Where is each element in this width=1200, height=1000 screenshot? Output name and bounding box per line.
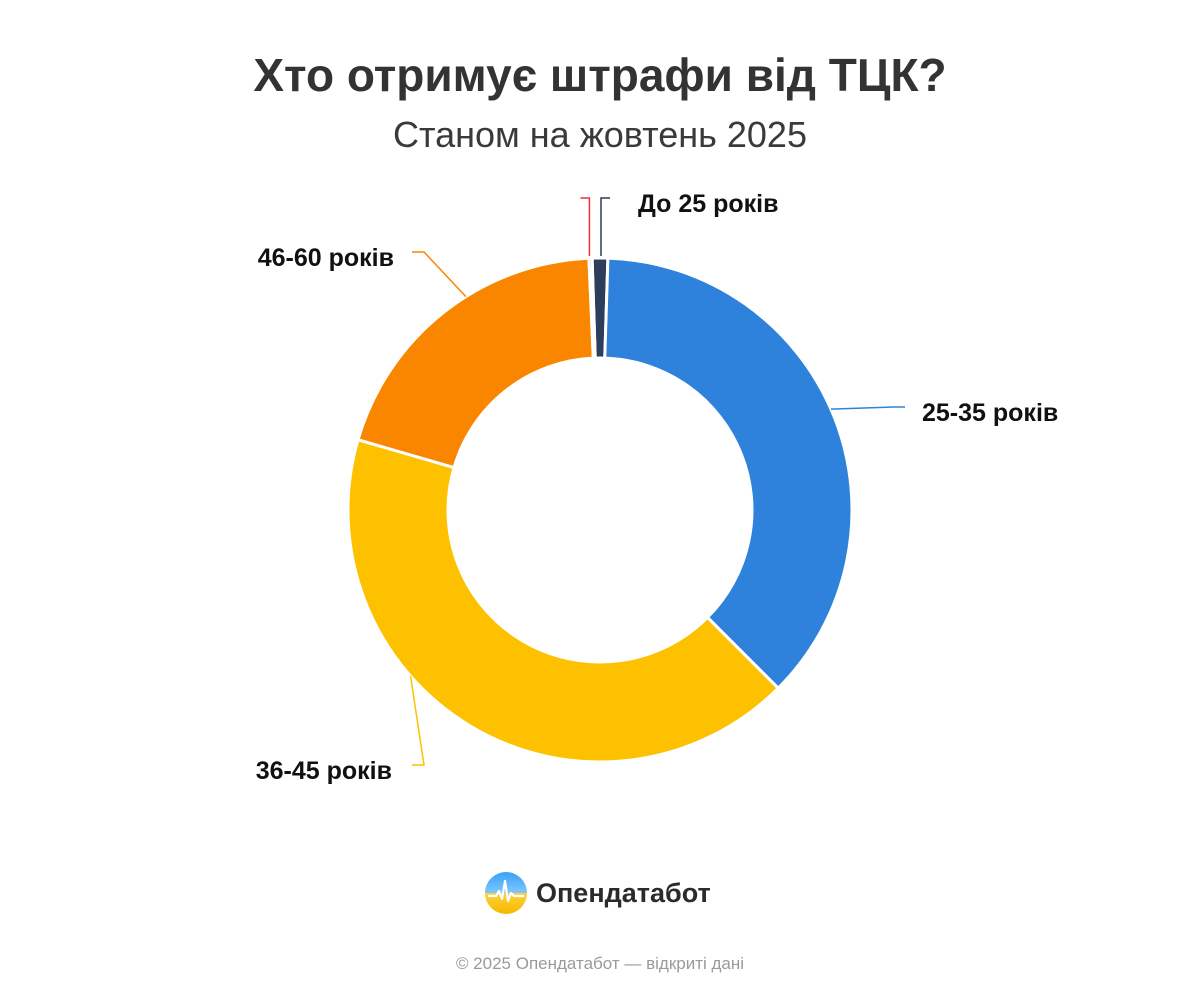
label-46-60: 46-60 років bbox=[258, 244, 394, 272]
chart-title: Хто отримує штрафи від ТЦК? bbox=[253, 49, 947, 101]
brand-name: Опендатабот bbox=[536, 877, 711, 908]
donut-slice-25-35[interactable] bbox=[603, 256, 854, 690]
leader-line-36-45 bbox=[409, 676, 425, 766]
donut-slice-slice-4[interactable] bbox=[587, 256, 597, 360]
leader-line-red-sliver bbox=[580, 197, 591, 257]
brand-logo-block[interactable]: Опендатабот bbox=[484, 870, 711, 916]
leader-line-25-35 bbox=[830, 406, 905, 410]
donut-slice-46-60[interactable] bbox=[356, 256, 595, 470]
leader-line-under-25 bbox=[600, 197, 610, 256]
donut-slice-36-45[interactable] bbox=[346, 438, 780, 764]
label-36-45: 36-45 років bbox=[256, 757, 392, 785]
footer-copyright: © 2025 Опендатабот — відкриті дані bbox=[455, 954, 745, 973]
chart-subtitle: Станом на жовтень 2025 bbox=[393, 114, 807, 155]
label-25-35: 25-35 років bbox=[922, 399, 1058, 427]
label-under-25: До 25 років bbox=[638, 190, 778, 218]
opendatabot-logo-icon bbox=[485, 872, 527, 914]
leader-line-46-60 bbox=[412, 251, 467, 298]
